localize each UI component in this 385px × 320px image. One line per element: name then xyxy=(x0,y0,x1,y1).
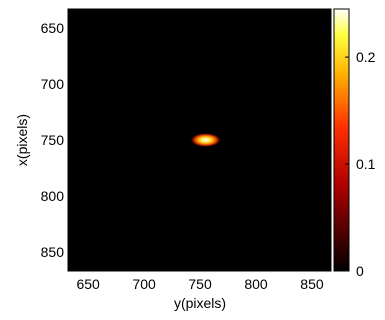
y-tick-label: 850 xyxy=(41,244,65,260)
colorbar-ticks: 0 0.1 0.2 xyxy=(345,49,376,279)
y-tick-label: 750 xyxy=(41,132,65,148)
heatmap-hotspot xyxy=(189,132,222,148)
y-tick-label: 800 xyxy=(41,188,65,204)
x-axis-ticks: 650 700 750 800 850 xyxy=(76,267,324,292)
colorbar-tick-label: 0.2 xyxy=(356,49,376,65)
colorbar xyxy=(333,8,350,272)
colorbar-tick-label: 0 xyxy=(356,263,364,279)
x-tick-label: 850 xyxy=(300,276,324,292)
y-tick-label: 700 xyxy=(41,76,65,92)
y-axis-label: x(pixels) xyxy=(14,114,30,166)
x-tick-label: 650 xyxy=(76,276,100,292)
x-tick-label: 700 xyxy=(132,276,156,292)
x-axis-label: y(pixels) xyxy=(174,295,226,311)
x-tick-label: 750 xyxy=(188,276,212,292)
y-axis-ticks: 650 700 750 800 850 xyxy=(41,20,72,260)
colorbar-tick-label: 0.1 xyxy=(356,156,376,172)
x-tick-label: 800 xyxy=(244,276,268,292)
y-tick-label: 650 xyxy=(41,20,65,36)
